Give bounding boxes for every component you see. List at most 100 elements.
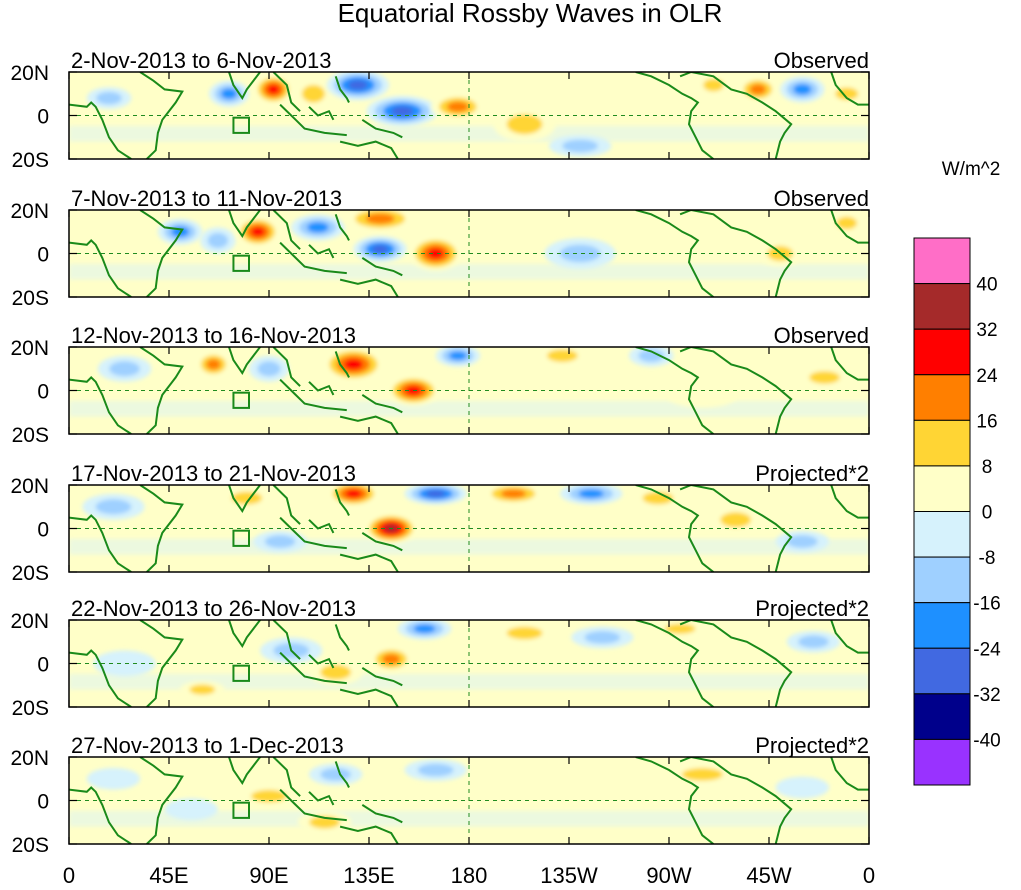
west-africa-coast <box>830 757 869 791</box>
americas-west-coast <box>635 347 715 434</box>
borneo-coast <box>308 381 335 396</box>
y-tick-label: 20N <box>10 610 49 633</box>
indochina-coast <box>272 72 301 112</box>
indonesia-coast <box>279 788 347 822</box>
anomaly-blob <box>180 680 225 699</box>
reference-box <box>232 801 250 819</box>
contour-level <box>251 789 287 803</box>
anomaly-blob <box>164 798 218 821</box>
anomaly-blob <box>409 236 463 271</box>
colorbar-swatch <box>913 419 971 467</box>
y-tick-label: 0 <box>37 106 49 129</box>
contour-level <box>96 91 122 105</box>
australia-coast <box>339 825 399 844</box>
panel-3: 20N 0 20S 12-Nov-2013 to 16-Nov-2013 Observe… <box>10 323 870 447</box>
contour-level <box>775 776 829 799</box>
y-tick-label: 20S <box>12 834 49 857</box>
contour-level <box>562 139 598 153</box>
colorbar-swatch <box>913 237 971 285</box>
new-guinea-coast <box>361 394 403 414</box>
reference-box <box>232 116 250 134</box>
colorbar-level-label: 24 <box>976 366 998 387</box>
contour-level <box>301 85 325 103</box>
panel-1: 20N 0 20S 2-Nov-2013 to 6-Nov-2013 Observed <box>10 48 870 172</box>
contour-level <box>578 489 604 499</box>
y-tick-label: 20N <box>10 747 49 770</box>
coastline <box>69 210 869 297</box>
contour-level <box>426 490 446 498</box>
contour-level <box>638 349 664 362</box>
anomaly-blob <box>220 487 274 509</box>
new-guinea-coast <box>361 118 403 139</box>
contour-level <box>231 491 263 505</box>
contour-level <box>703 78 724 92</box>
contour-level <box>427 248 444 259</box>
contour-level <box>220 88 238 100</box>
panel-4: 20N 0 20S 17-Nov-2013 to 21-Nov-2013 Project… <box>10 461 870 585</box>
contour-level <box>664 623 696 634</box>
reference-box <box>232 529 250 547</box>
x-tick-label: 45E <box>149 863 188 888</box>
field-band <box>69 673 869 690</box>
contour-level <box>343 359 364 370</box>
anomaly-blob <box>629 347 674 367</box>
y-tick-label: 0 <box>37 381 49 404</box>
contour-level <box>787 535 818 548</box>
india-coast <box>228 72 261 101</box>
americas-west-coast <box>635 210 715 297</box>
anomaly-blob <box>326 72 389 101</box>
panel-period: 27-Nov-2013 to 1-Dec-2013 <box>71 733 344 758</box>
colorbar-swatch <box>913 647 971 695</box>
west-africa-coast <box>830 485 869 519</box>
anomaly-blob <box>775 776 829 799</box>
anomaly-blob <box>431 93 485 120</box>
africa-coast <box>69 101 132 159</box>
anomaly-blob <box>695 74 732 96</box>
africa-coast <box>69 786 132 844</box>
anomaly-blob <box>653 620 707 638</box>
y-tick-label: 20S <box>12 287 49 310</box>
americas-east-coast <box>679 620 793 707</box>
colorbar-level-label: -16 <box>973 594 1000 615</box>
anomaly-blob <box>86 767 141 790</box>
colorbar-swatch <box>913 465 971 512</box>
contour-level <box>500 489 526 499</box>
field-band <box>69 400 869 417</box>
contour-level <box>793 84 812 95</box>
contour-level <box>681 768 723 781</box>
australia-coast <box>339 553 399 572</box>
anomaly-blob <box>366 95 438 127</box>
y-tick-label: 20N <box>10 337 49 360</box>
india-coast <box>228 347 261 376</box>
chart-title: Equatorial Rossby Waves in OLR <box>338 0 723 28</box>
new-guinea-coast <box>361 257 403 277</box>
indochina-coast <box>272 757 301 797</box>
contour-level <box>547 349 578 362</box>
anomaly-blob <box>780 76 825 103</box>
colorbar-level-label: 40 <box>976 275 997 296</box>
philippines-coast <box>334 761 350 788</box>
anomaly-blob <box>666 381 738 408</box>
colorbar-level-label: 32 <box>976 320 997 341</box>
anomaly-blob <box>93 650 156 677</box>
anomaly-blob <box>397 620 452 640</box>
indochina-coast <box>272 347 301 387</box>
x-tick-label: 0 <box>863 863 875 888</box>
panel-label: Observed <box>774 48 869 73</box>
panel-field <box>69 757 869 844</box>
indonesia-coast <box>279 241 347 275</box>
contour-level <box>448 351 467 361</box>
anomaly-blob <box>829 212 865 234</box>
anomaly-blob <box>344 210 416 232</box>
colorbar-swatch <box>913 738 971 786</box>
contour-level <box>413 624 436 634</box>
x-tick-label: 0 <box>63 863 75 888</box>
reference-box <box>232 664 250 682</box>
x-tick-label: 180 <box>451 863 488 888</box>
indochina-coast <box>272 485 301 525</box>
colorbar-level-label: 8 <box>982 457 993 478</box>
colorbar-swatch <box>913 328 971 376</box>
contour-level <box>264 535 296 548</box>
field-band <box>69 125 869 142</box>
x-axis: 0 45E 90E 135E 180 135W 90W 45W 0 <box>63 863 875 888</box>
